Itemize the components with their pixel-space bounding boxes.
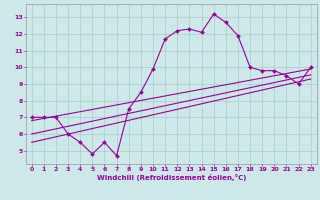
X-axis label: Windchill (Refroidissement éolien,°C): Windchill (Refroidissement éolien,°C) — [97, 174, 246, 181]
